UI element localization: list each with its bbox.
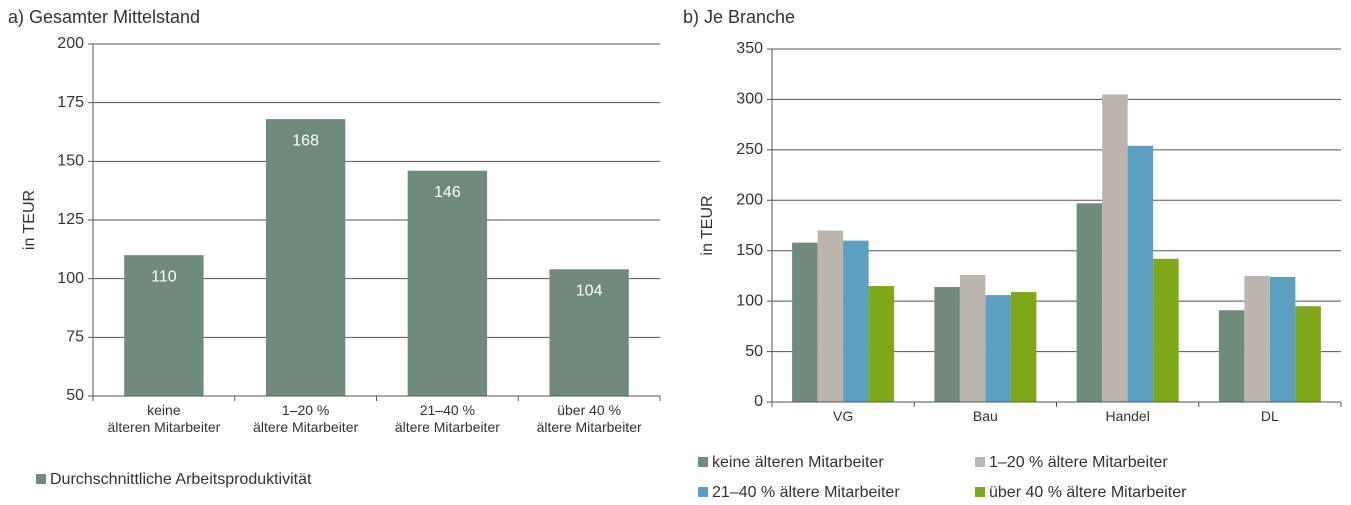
bar	[1127, 145, 1154, 402]
bar	[985, 295, 1011, 402]
y-tick-label: 50	[66, 387, 84, 404]
data-label: 146	[434, 184, 461, 201]
bar	[1218, 310, 1245, 402]
y-tick-label: 150	[57, 153, 84, 170]
legend-item: über 40 % ältere Mitarbeiter	[975, 484, 1186, 502]
legend-swatch	[975, 487, 985, 497]
bar	[1153, 258, 1179, 402]
legend-label: 21–40 % ältere Mitarbeiter	[712, 484, 900, 501]
legend-label: keine älteren Mitarbeiter	[712, 454, 884, 471]
bar	[959, 274, 986, 402]
chart-title: b) Je Branche	[683, 7, 795, 27]
bar	[1295, 306, 1321, 402]
y-tick-label: 150	[736, 242, 763, 259]
bar	[1076, 203, 1103, 402]
data-label: 168	[292, 132, 319, 149]
legend-item: 1–20 % ältere Mitarbeiter	[975, 454, 1168, 472]
bar	[792, 242, 818, 402]
y-tick-label: 0	[754, 393, 763, 410]
legend-swatch	[698, 487, 708, 497]
x-tick-label: über 40 % ältere Mitarbeiter	[536, 402, 642, 435]
x-tick-label: Handel	[1105, 408, 1150, 424]
y-tick-label: 200	[736, 192, 763, 209]
legend-label: 1–20 % ältere Mitarbeiter	[989, 454, 1168, 471]
bar	[1010, 292, 1037, 402]
bar	[843, 240, 869, 402]
y-tick-label: 100	[736, 292, 763, 309]
bar	[1269, 276, 1296, 402]
y-tick-label: 175	[57, 94, 84, 111]
data-label: 110	[151, 268, 177, 285]
x-tick-label: DL	[1260, 408, 1279, 424]
x-tick-label: VG	[833, 408, 854, 424]
legend-item: 21–40 % ältere Mitarbeiter	[698, 484, 900, 502]
y-axis-label: in TEUR	[21, 190, 38, 250]
bar	[1102, 94, 1128, 402]
y-tick-label: 250	[736, 141, 763, 158]
bar	[407, 170, 488, 396]
x-tick-label: 21–40 % ältere Mitarbeiter	[394, 402, 500, 435]
y-tick-label: 50	[745, 343, 763, 360]
y-tick-label: 75	[66, 329, 84, 346]
bar	[868, 286, 895, 402]
y-tick-label: 100	[57, 270, 84, 287]
legend-item: Durchschnittliche Arbeitsproduktivität	[36, 471, 311, 489]
y-tick-label: 350	[736, 40, 763, 57]
bar	[124, 255, 204, 396]
x-tick-label: 1–20 % ältere Mitarbeiter	[253, 402, 359, 435]
y-axis-label: in TEUR	[699, 195, 716, 255]
x-tick-label: Bau	[972, 408, 998, 424]
legend-swatch	[698, 457, 708, 467]
chart-title: a) Gesamter Mittelstand	[8, 7, 200, 27]
data-label: 104	[576, 282, 603, 299]
legend-label: über 40 % ältere Mitarbeiter	[989, 484, 1187, 501]
bar	[1244, 275, 1270, 402]
bar	[817, 230, 844, 402]
y-tick-label: 300	[736, 91, 763, 108]
bar	[265, 119, 346, 397]
y-tick-label: 125	[57, 211, 84, 228]
x-tick-label: keine älteren Mitarbeiter	[107, 402, 221, 435]
legend-swatch	[36, 474, 46, 484]
legend-item: keine älteren Mitarbeiter	[698, 454, 884, 472]
bar	[549, 269, 629, 396]
y-tick-label: 200	[57, 35, 84, 52]
legend-swatch	[975, 457, 985, 467]
legend-label: Durchschnittliche Arbeitsproduktivität	[50, 471, 312, 488]
bar	[934, 287, 960, 402]
